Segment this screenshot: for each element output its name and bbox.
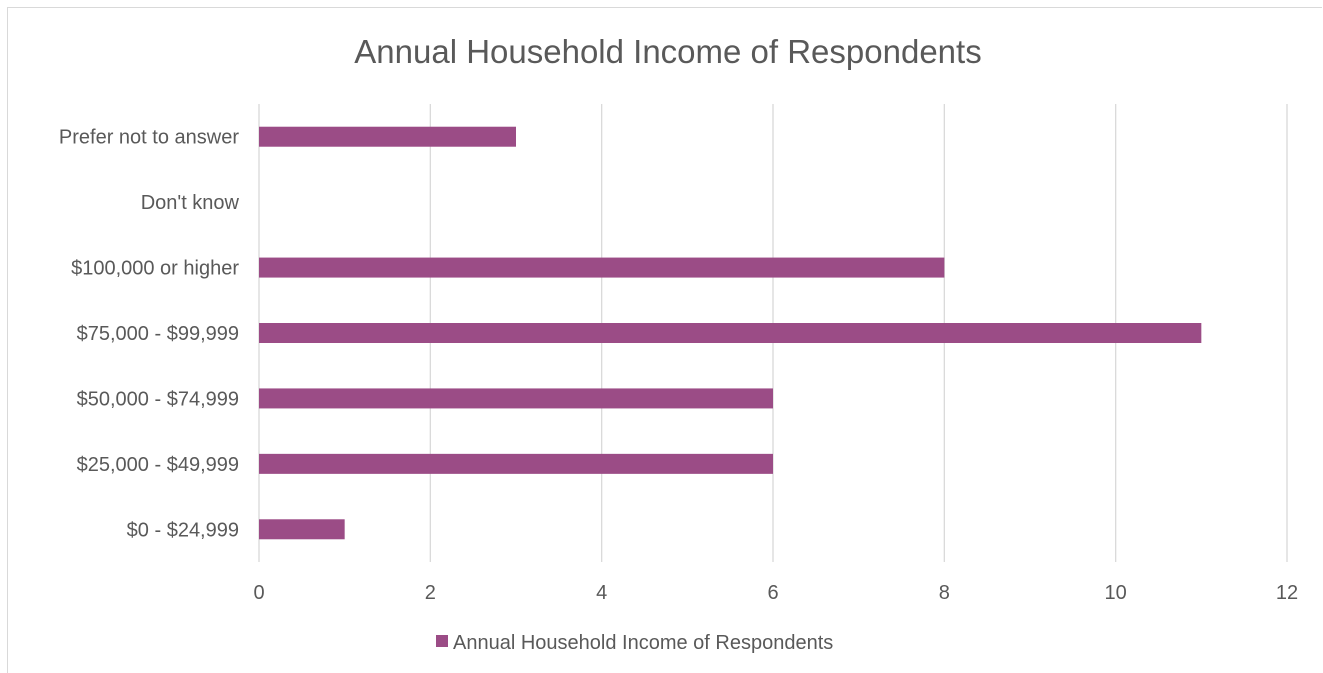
x-tick-label: 8 xyxy=(939,582,950,604)
category-label: $50,000 - $74,999 xyxy=(77,388,239,410)
bar xyxy=(259,257,945,278)
x-tick-label: 2 xyxy=(425,582,436,604)
category-label: $100,000 or higher xyxy=(71,258,239,280)
chart-frame xyxy=(7,7,1322,673)
chart-title: Annual Household Income of Respondents xyxy=(354,33,981,70)
x-tick-label: 4 xyxy=(596,582,607,604)
bar xyxy=(259,323,1202,343)
category-label: Prefer not to answer xyxy=(59,127,239,149)
x-tick-label: 6 xyxy=(767,582,778,604)
x-tick-label: 0 xyxy=(253,582,264,604)
bars xyxy=(259,126,1202,540)
category-label: Don't know xyxy=(141,192,240,214)
y-axis-category-labels: $0 - $24,999 $25,000 - $49,999 $50,000 - $… xyxy=(59,127,240,542)
bar xyxy=(259,126,516,147)
category-label: $25,000 - $49,999 xyxy=(77,454,239,476)
bar xyxy=(259,453,773,474)
bar xyxy=(259,519,345,540)
legend-swatch xyxy=(436,635,448,647)
x-tick-label: 10 xyxy=(1105,582,1127,604)
x-axis-tick-labels: 0 2 4 6 8 10 12 xyxy=(253,582,1298,604)
x-tick-label: 12 xyxy=(1276,582,1298,604)
legend-label: Annual Household Income of Respondents xyxy=(453,632,833,654)
category-label: $75,000 - $99,999 xyxy=(77,323,239,345)
bar xyxy=(259,388,773,409)
legend: Annual Household Income of Respondents xyxy=(436,632,833,654)
category-label: $0 - $24,999 xyxy=(127,519,239,541)
